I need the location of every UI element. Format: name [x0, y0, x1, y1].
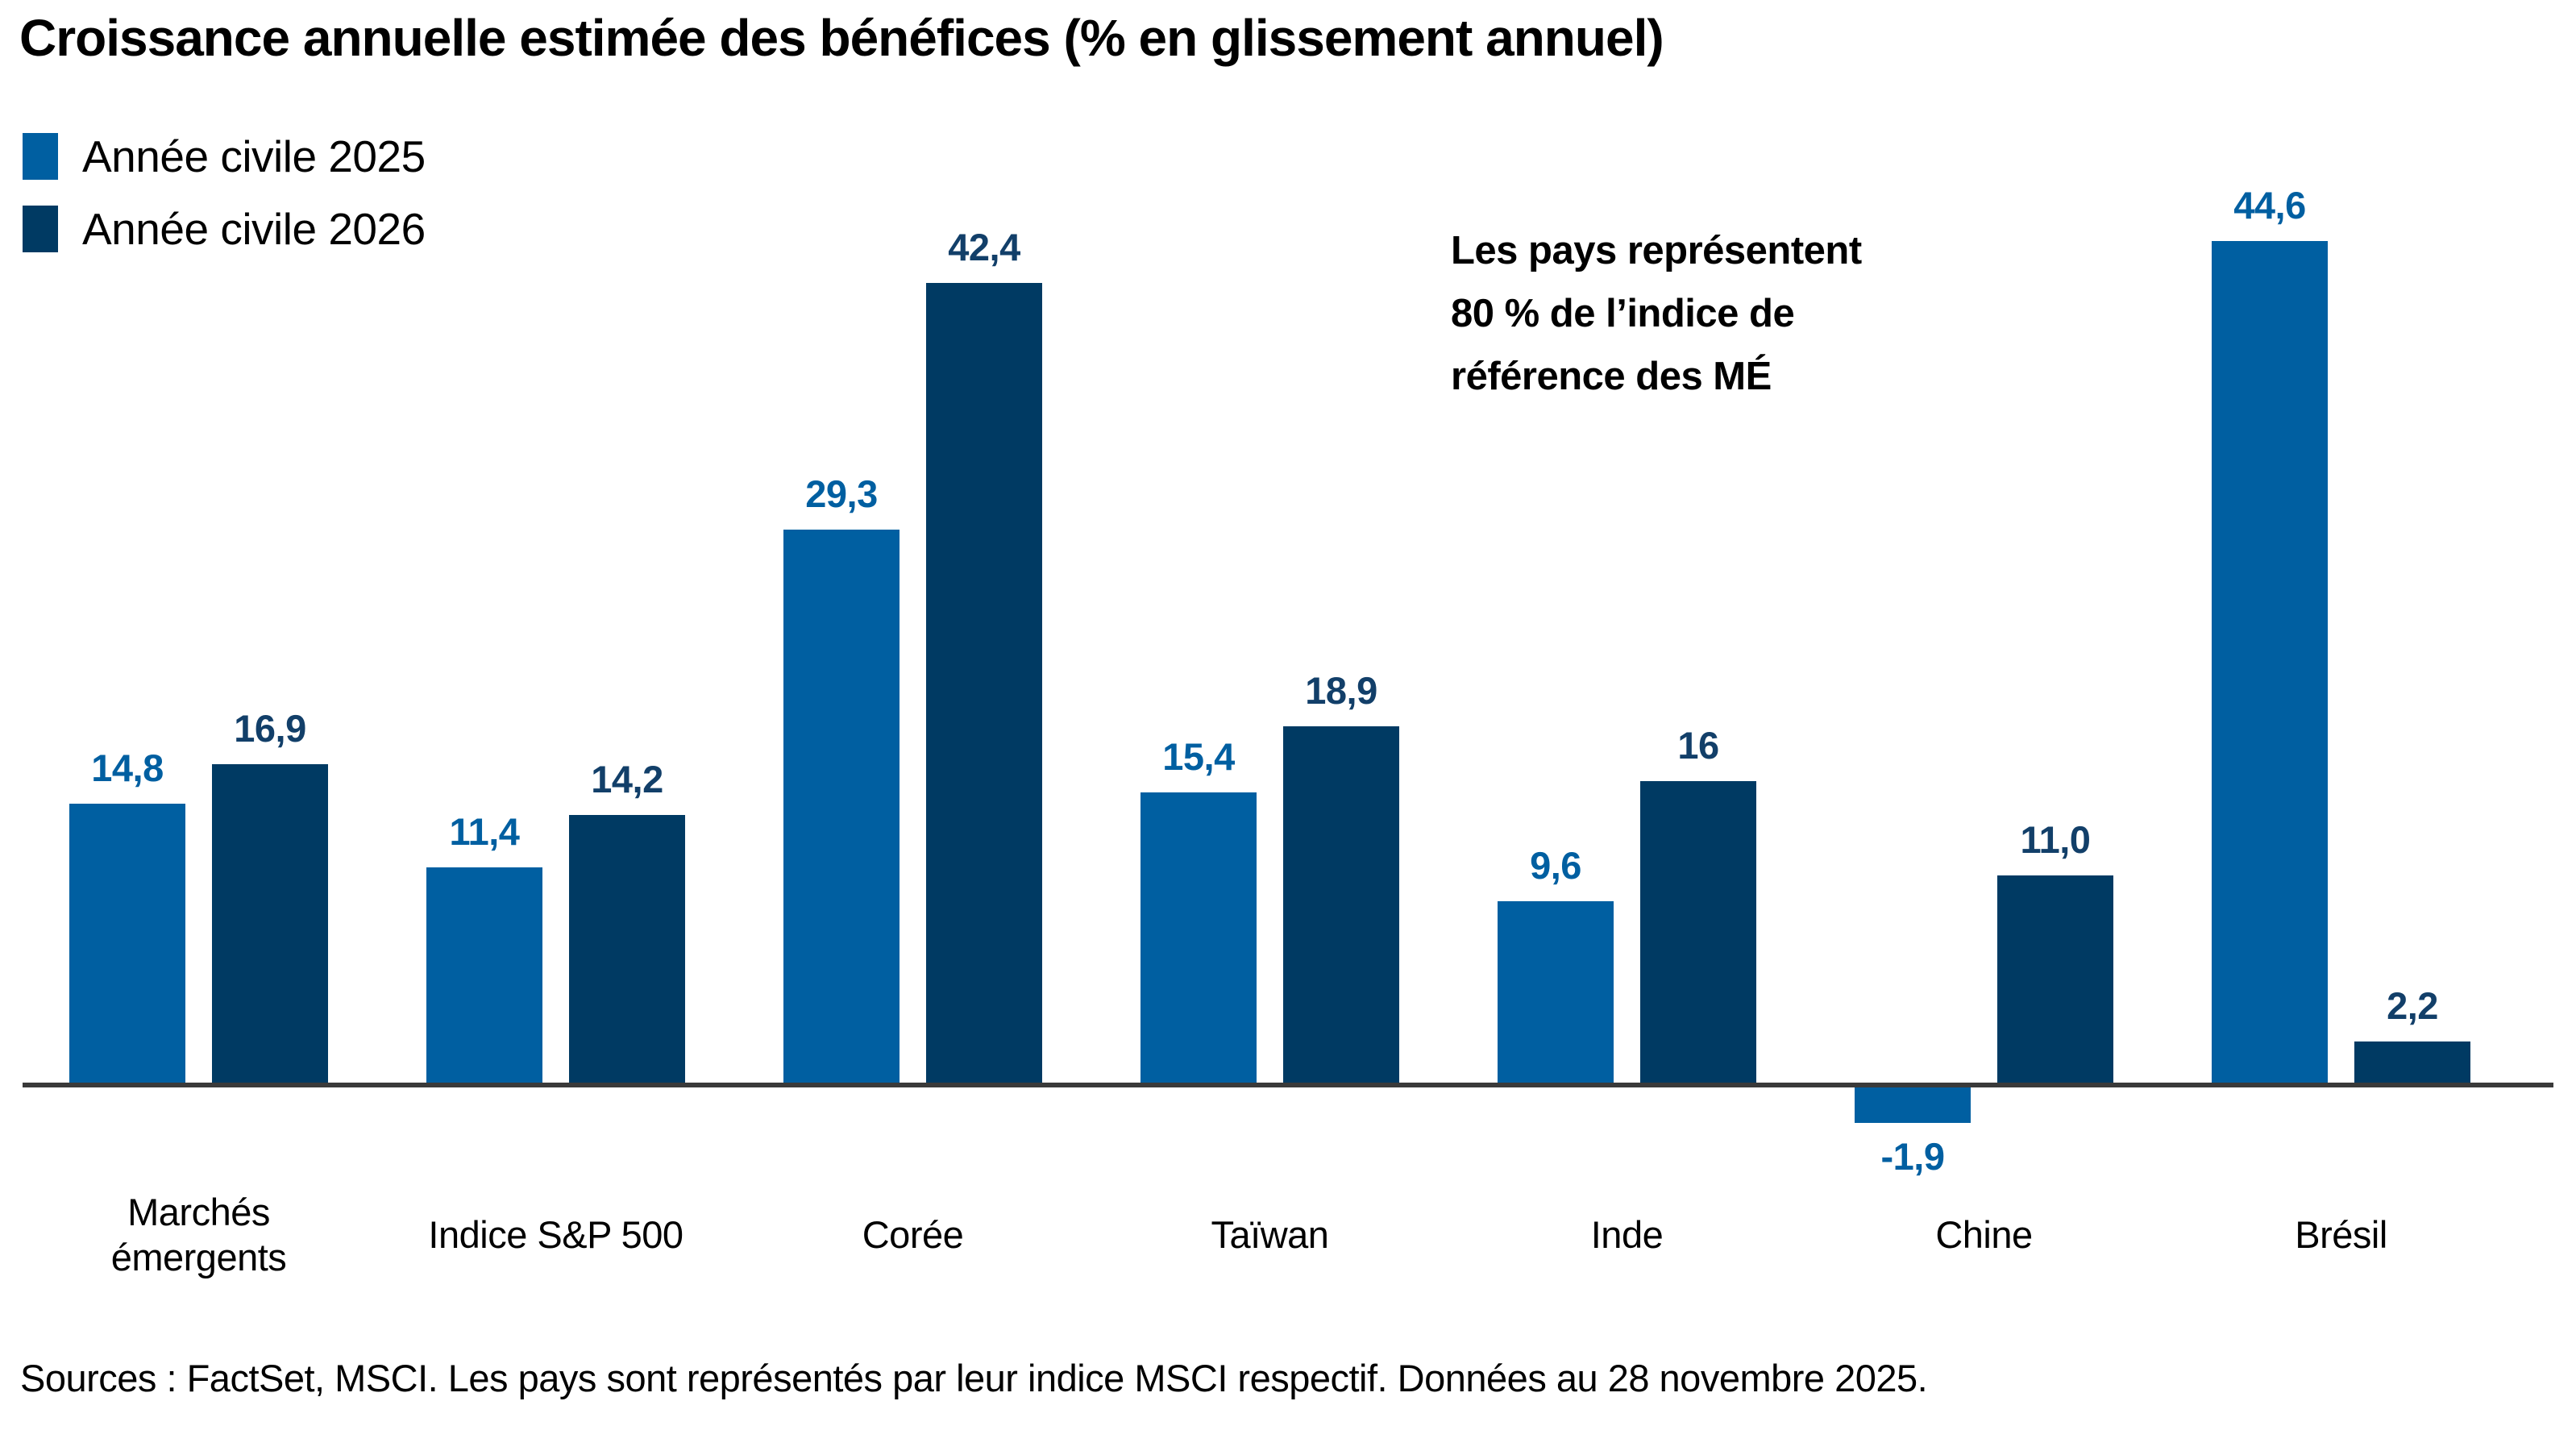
bar-value-2026-group-3: 18,9 [1305, 669, 1377, 712]
bar-value-2026-group-2: 42,4 [948, 226, 1020, 268]
legend-item-2026: Année civile 2026 [23, 203, 426, 255]
bar-value-2025-group-0: 14,8 [91, 746, 164, 789]
bar-2026-group-3 [1283, 726, 1399, 1083]
bar-2025-group-5 [1855, 1087, 1971, 1123]
bar-2026-group-2 [926, 283, 1042, 1083]
bar-2026-group-5 [1997, 875, 2113, 1083]
bar-2025-group-2 [783, 530, 900, 1083]
bar-value-2025-group-5: -1,9 [1880, 1135, 1946, 1178]
category-label-6: Brésil [2295, 1213, 2387, 1256]
category-label-3: Taïwan [1211, 1213, 1329, 1256]
bar-2026-group-6 [2354, 1041, 2470, 1083]
legend-label-2026: Année civile 2026 [82, 204, 426, 254]
bar-value-2025-group-3: 15,4 [1162, 735, 1235, 778]
bar-value-2026-group-1: 14,2 [591, 758, 663, 800]
bar-2026-group-0 [212, 764, 328, 1083]
legend-swatch-2025 [23, 133, 58, 180]
chart-title: Croissance annuelle estimée des bénéfice… [19, 9, 1664, 67]
legend-swatch-2026 [23, 206, 58, 252]
legend-item-2025: Année civile 2025 [23, 131, 426, 182]
bar-2025-group-0 [69, 804, 185, 1083]
x-axis-line [23, 1083, 2553, 1087]
category-label-2: Corée [862, 1213, 964, 1256]
bar-value-2026-group-5: 11,0 [2020, 818, 2091, 861]
category-label-0: Marchés émergents [110, 1191, 287, 1278]
category-label-4: Inde [1590, 1213, 1664, 1256]
bar-value-2025-group-6: 44,6 [2233, 184, 2306, 227]
bar-value-2026-group-6: 2,2 [2387, 984, 2438, 1027]
legend-label-2025: Année civile 2025 [82, 131, 426, 181]
category-label-1: Indice S&P 500 [428, 1213, 683, 1256]
category-label-5: Chine [1935, 1213, 2033, 1256]
bar-2025-group-4 [1498, 901, 1614, 1083]
bar-value-2026-group-0: 16,9 [234, 707, 306, 750]
bar-value-2026-group-4: 16 [1677, 724, 1719, 767]
bar-value-2025-group-1: 11,4 [449, 810, 520, 853]
chart-annotation: Les pays représentent 80 % de l’indice d… [1451, 229, 1862, 398]
bar-2025-group-1 [426, 867, 542, 1083]
bar-value-2025-group-2: 29,3 [805, 472, 878, 515]
legend: Année civile 2025 Année civile 2026 [23, 131, 426, 276]
bar-2025-group-3 [1141, 792, 1257, 1083]
bar-value-2025-group-4: 9,6 [1530, 844, 1581, 887]
bar-2026-group-4 [1640, 781, 1756, 1083]
source-note: Sources : FactSet, MSCI. Les pays sont r… [20, 1357, 1928, 1399]
bar-2025-group-6 [2212, 241, 2328, 1083]
bar-2026-group-1 [569, 815, 685, 1083]
